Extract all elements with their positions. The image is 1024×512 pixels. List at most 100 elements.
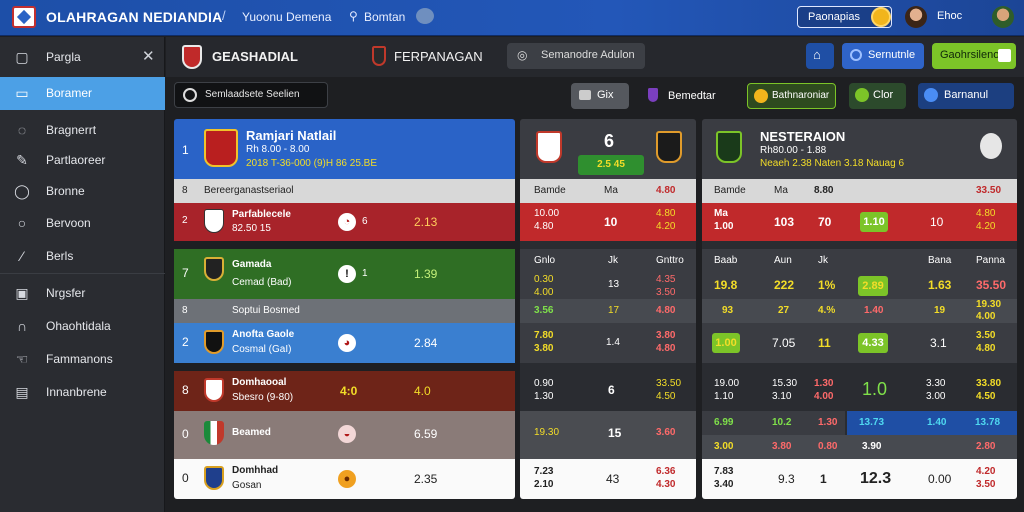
odds-value[interactable]: 0.30 4.00 bbox=[534, 274, 554, 298]
odds-row[interactable]: 3.00 3.80 0.80 3.90 2.80 bbox=[702, 435, 1017, 459]
coin-icon[interactable] bbox=[871, 7, 891, 27]
odds-value[interactable]: 3.1 bbox=[930, 336, 947, 350]
odds-value[interactable]: 13.78 bbox=[975, 417, 1001, 428]
odds-value[interactable]: 1.30 4.00 bbox=[814, 378, 834, 402]
odds-badge[interactable]: 1.00 bbox=[712, 333, 740, 353]
live-icon[interactable]: ● bbox=[338, 470, 356, 488]
sidebar-item-nrgsfer[interactable]: ▣ Nrgsfer bbox=[0, 277, 165, 310]
live-icon[interactable]: ! bbox=[338, 265, 356, 283]
odds-value[interactable]: Ma 1.00 bbox=[714, 208, 734, 232]
odds-value[interactable]: 33.50 4.50 bbox=[656, 378, 682, 402]
brand-title[interactable]: OLAHRAGAN NEDIANDIA bbox=[46, 9, 223, 25]
odds-value[interactable]: 10 bbox=[604, 215, 618, 229]
odds-value[interactable]: 3.80 bbox=[772, 441, 792, 452]
odds-value[interactable]: 27 bbox=[778, 305, 790, 316]
odds-row[interactable]: Ma 1.00 103 70 1.10 10 4.80 4.20 bbox=[702, 203, 1017, 241]
toggle-selection[interactable]: Semlaadsete Seelien bbox=[174, 82, 328, 108]
sidebar-item-partlaoreer[interactable]: ✎ Partlaoreer bbox=[0, 144, 165, 177]
odds-row[interactable]: 19.8 222 1% 2.89 1.63 35.50 bbox=[702, 273, 1017, 299]
odds-value[interactable]: 3.30 3.00 bbox=[926, 378, 946, 402]
odds-value[interactable]: 7.05 bbox=[772, 336, 796, 350]
odds-row[interactable]: 10.00 4.80 10 4.80 4.20 bbox=[520, 203, 696, 241]
odds-value[interactable]: 11 bbox=[818, 336, 831, 350]
odds-value[interactable]: 70 bbox=[818, 215, 832, 229]
odds-badge[interactable]: 4.33 bbox=[858, 333, 888, 353]
odds-row[interactable]: 93 27 4.% 1.40 19 19.30 4.00 bbox=[702, 299, 1017, 323]
odds-value[interactable]: 7.83 3.40 bbox=[714, 466, 734, 490]
bathnaroniar-button[interactable]: Bathnaroniar bbox=[747, 83, 836, 109]
filter-button[interactable]: Sernutnle bbox=[842, 43, 924, 69]
match-row[interactable]: 8 Domhaooal Sbesro (9-80) 4:0 4.0 bbox=[174, 371, 515, 411]
sidebar-item-fammanons[interactable]: ☜ Fammanons bbox=[0, 343, 165, 376]
profile-avatar[interactable] bbox=[992, 6, 1014, 28]
live-icon[interactable]: ◕ bbox=[338, 334, 356, 352]
odds-value[interactable]: 0.90 1.30 bbox=[534, 378, 554, 402]
odds-value[interactable]: 6 bbox=[608, 383, 615, 397]
odds-value[interactable]: 10.2 bbox=[772, 417, 792, 428]
odds-value[interactable]: 2.35 bbox=[414, 472, 438, 486]
match-row[interactable]: 7 Gamada Cemad (Bad) ! 1 1.39 bbox=[174, 249, 515, 299]
odds-value[interactable]: 2.80 bbox=[976, 441, 996, 452]
odds-value[interactable]: 9.3 bbox=[778, 472, 795, 486]
odds-value[interactable]: 4.0 bbox=[414, 384, 431, 398]
avatar[interactable] bbox=[905, 6, 927, 28]
nav-link-home[interactable]: Yuoonu Demena bbox=[242, 10, 332, 24]
odds-value[interactable]: 6.36 4.30 bbox=[656, 466, 676, 490]
search-box[interactable]: ◎ Semanodre Adulon bbox=[507, 43, 645, 69]
live-icon[interactable]: ◒ bbox=[338, 425, 356, 443]
odds-value[interactable]: 4.80 4.20 bbox=[976, 208, 996, 232]
odds-value[interactable]: 19.30 4.00 bbox=[976, 299, 1002, 322]
odds-row[interactable]: 0.30 4.00 13 4.35 3.50 bbox=[520, 273, 696, 299]
odds-value[interactable]: 1.4 bbox=[606, 337, 620, 348]
odds-value[interactable]: 1.0 bbox=[862, 379, 888, 399]
odds-value[interactable]: 1 bbox=[820, 472, 827, 486]
match-row[interactable]: 2 Parfablecele 82.50 15 ◔ 6 2.13 bbox=[174, 203, 515, 241]
odds-value[interactable]: 10.00 4.80 bbox=[534, 208, 560, 232]
odds-value[interactable]: 12.3 bbox=[860, 470, 892, 487]
odds-value[interactable]: 1.63 bbox=[928, 278, 952, 292]
odds-row[interactable]: 19.30 15 3.60 bbox=[520, 411, 696, 459]
odds-value[interactable]: 93 bbox=[722, 305, 734, 316]
odds-badge[interactable]: 1.10 bbox=[860, 212, 888, 232]
sidebar-item-bragnerrt[interactable]: ◌ Bragnerrt bbox=[0, 114, 165, 147]
match-row[interactable]: 2 Anofta Gaole Cosmal (GaI) ◕ 2.84 bbox=[174, 323, 515, 363]
odds-value[interactable]: 3.00 bbox=[714, 441, 734, 452]
barnanul-button[interactable]: Barnanul bbox=[918, 83, 1014, 109]
odds-value[interactable]: 15.30 3.10 bbox=[772, 378, 798, 402]
clor-button[interactable]: Clor bbox=[849, 83, 906, 109]
odds-row[interactable]: 0.90 1.30 6 33.50 4.50 bbox=[520, 371, 696, 411]
odds-value[interactable]: 3.60 bbox=[656, 427, 676, 438]
match-row[interactable]: 0 Beamed ◒ 6.59 bbox=[174, 411, 515, 459]
odds-value[interactable]: 19.30 bbox=[534, 427, 560, 438]
odds-value[interactable]: 43 bbox=[606, 472, 620, 486]
odds-value[interactable]: 222 bbox=[774, 278, 795, 292]
odds-value[interactable]: 1.30 bbox=[818, 417, 838, 428]
sidebar-item-ohaohtidala[interactable]: ∩ Ohaohtidala bbox=[0, 310, 165, 343]
user-name[interactable]: Ehoc bbox=[937, 10, 963, 22]
odds-value[interactable]: 15 bbox=[608, 426, 622, 440]
odds-row[interactable]: 19.00 1.10 15.30 3.10 1.30 4.00 1.0 3.30… bbox=[702, 371, 1017, 411]
home-button[interactable]: ⌂ bbox=[806, 43, 834, 69]
odds-value[interactable]: 19 bbox=[934, 305, 946, 316]
odds-value[interactable]: 6.59 bbox=[414, 427, 438, 441]
odds-value[interactable]: 3.80 4.80 bbox=[656, 330, 676, 354]
odds-value[interactable]: 4.20 3.50 bbox=[976, 466, 996, 490]
sidebar-item-boramer[interactable]: ▭ Boramer bbox=[0, 77, 165, 110]
odds-row[interactable]: 3.56 17 4.80 bbox=[520, 299, 696, 323]
promo-button[interactable]: Paonapias bbox=[797, 6, 892, 28]
live-button[interactable]: Gaohrsilenolis bbox=[932, 43, 1016, 69]
odds-value[interactable]: 3.56 bbox=[534, 305, 554, 316]
odds-value[interactable]: 13 bbox=[608, 279, 620, 290]
live-icon[interactable]: ◔ bbox=[338, 213, 356, 231]
sidebar-item-bronne[interactable]: ◯ Bronne bbox=[0, 175, 165, 208]
odds-value[interactable]: 1.40 bbox=[927, 417, 947, 428]
search-icon[interactable]: ⚲ bbox=[349, 9, 358, 23]
odds-value[interactable]: 2.84 bbox=[414, 336, 438, 350]
odds-value[interactable]: 2.13 bbox=[414, 215, 438, 229]
section-title[interactable]: FERPANAGAN bbox=[394, 49, 483, 64]
cloud-icon[interactable] bbox=[416, 8, 434, 24]
odds-badge[interactable]: 2.89 bbox=[858, 276, 888, 296]
odds-value[interactable]: 13.73 bbox=[859, 417, 885, 428]
odds-value[interactable]: 4.% bbox=[818, 305, 836, 316]
odds-value[interactable]: 1.39 bbox=[414, 267, 438, 281]
